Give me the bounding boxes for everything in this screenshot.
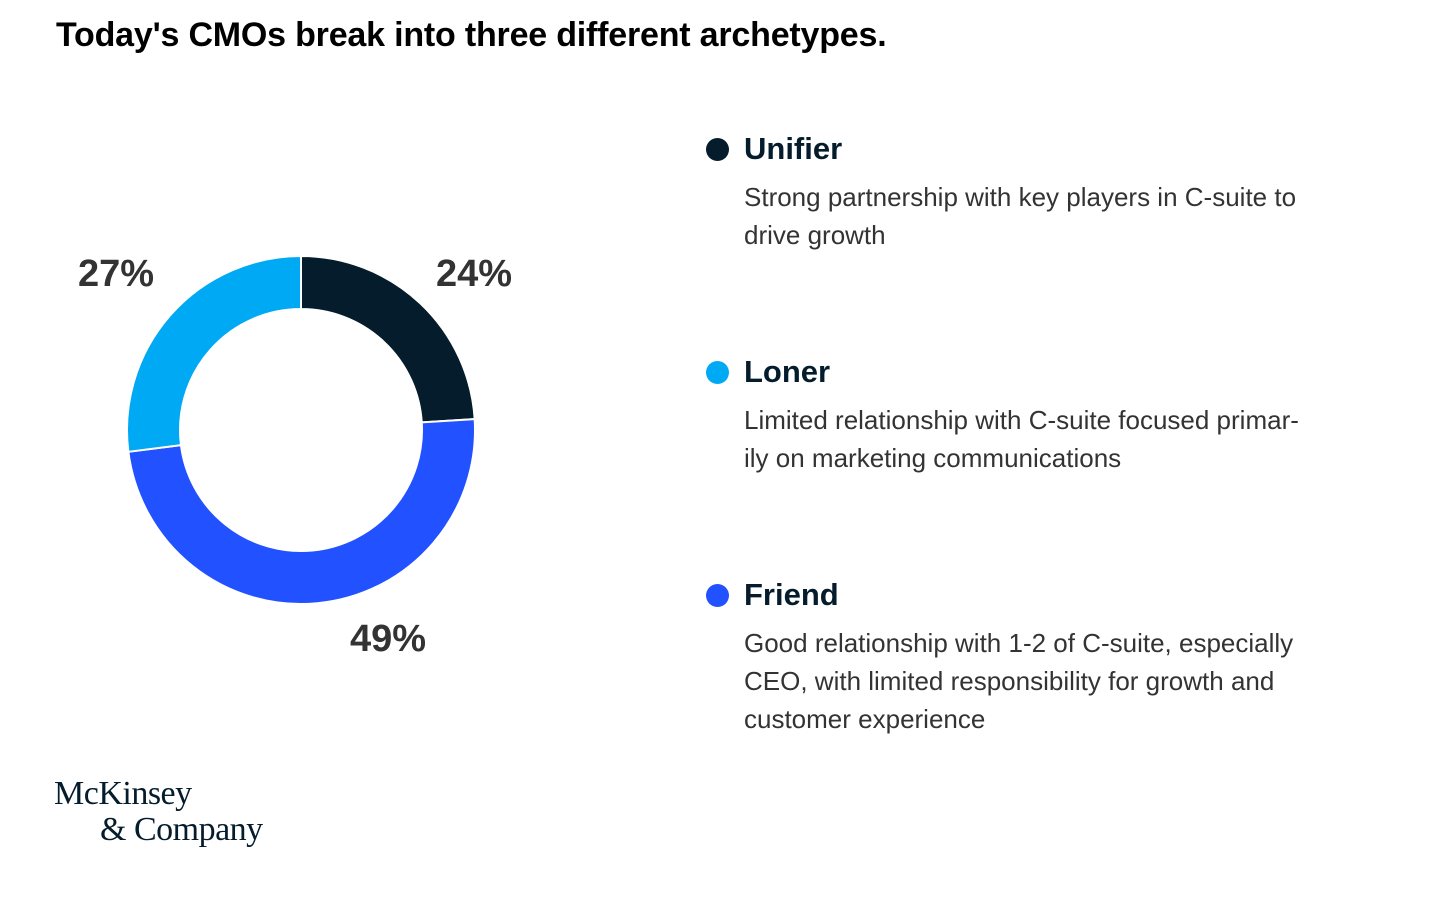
legend-desc-line: ily on marketing communications (744, 443, 1122, 473)
friend-dot-icon (706, 583, 729, 607)
unifier-dot-icon (706, 137, 729, 161)
slice-loner (126, 254, 302, 453)
donut-chart: 24% 49% 27% (78, 253, 512, 660)
legend-desc-line: Limited relationship with C-suite focuse… (744, 405, 1299, 435)
mckinsey-logo: McKinsey & Company (54, 776, 263, 848)
slice-labels: 24% 49% 27% (78, 253, 512, 660)
slice-label-friend: 49% (350, 618, 426, 660)
legend-desc-line: CEO, with limited responsibility for gro… (744, 666, 1275, 696)
legend-name: Unifier (744, 131, 843, 166)
donut-slices (126, 254, 477, 606)
legend-desc-line: Good relationship with 1-2 of C-suite, e… (744, 628, 1294, 658)
legend-item-friend: Friend Good relationship with 1-2 of C-s… (706, 577, 1406, 738)
legend-description: Limited relationship with C-suite focuse… (744, 401, 1406, 477)
legend-name: Friend (744, 577, 839, 612)
legend-name: Loner (744, 354, 831, 389)
legend-description: Strong partnership with key players in C… (744, 178, 1406, 254)
legend-item-loner: Loner Limited relationship with C-suite … (706, 354, 1406, 477)
legend-desc-line: customer experience (744, 704, 986, 734)
legend-desc-line: drive growth (744, 220, 886, 250)
logo-line-1: McKinsey (54, 775, 192, 812)
chart-title: Today's CMOs break into three different … (56, 16, 887, 54)
logo-line-2: & Company (100, 811, 263, 848)
slice-friend (127, 418, 477, 606)
legend-desc-line: Strong partnership with key players in C… (744, 182, 1297, 212)
slice-label-unifier: 24% (436, 253, 512, 295)
slice-label-loner: 27% (78, 253, 154, 295)
legend-description: Good relationship with 1-2 of C-suite, e… (744, 624, 1406, 738)
loner-dot-icon (706, 360, 729, 384)
legend-item-unifier: Unifier Strong partnership with key play… (706, 131, 1406, 254)
